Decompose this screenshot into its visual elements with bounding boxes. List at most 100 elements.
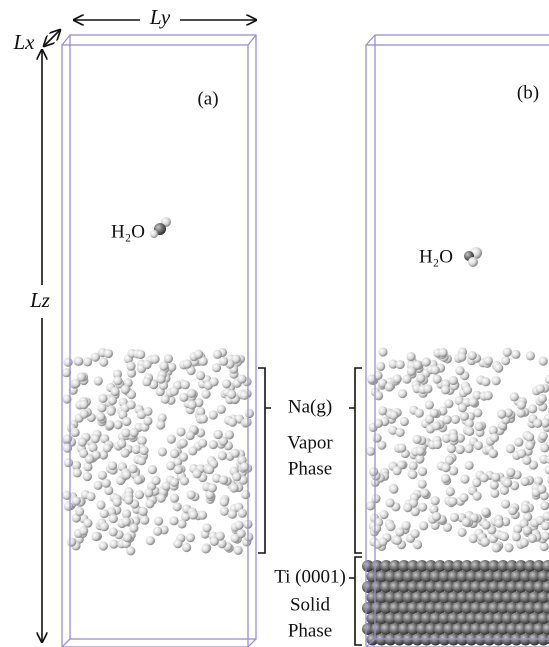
atom [91, 434, 100, 443]
atom [482, 520, 491, 529]
panel-label: (b) [517, 82, 539, 103]
atom [395, 527, 404, 536]
atom [406, 352, 415, 361]
atom [510, 392, 519, 401]
atom [129, 428, 138, 437]
atom [183, 359, 192, 368]
atom [186, 533, 195, 542]
species-label: Ti (0001) [274, 566, 346, 587]
atom [145, 499, 154, 508]
atom [209, 440, 218, 449]
atom [481, 537, 490, 546]
atom [228, 418, 237, 427]
ly-label: Ly [149, 5, 171, 29]
atom [179, 452, 188, 461]
atom [121, 385, 130, 394]
atom [457, 352, 466, 361]
atom [156, 375, 165, 384]
atom [67, 537, 76, 546]
atom [134, 475, 143, 484]
atom [412, 435, 421, 444]
atom [220, 507, 229, 516]
atom [492, 543, 501, 552]
atom [457, 528, 466, 537]
atom [521, 504, 530, 513]
atom [129, 524, 138, 533]
atom [64, 458, 73, 467]
atom [80, 409, 89, 418]
atom [79, 400, 88, 409]
atom [83, 357, 92, 366]
atom [194, 350, 203, 359]
atom [111, 387, 120, 396]
atom [379, 510, 388, 519]
atom [188, 446, 197, 455]
atom [156, 420, 165, 429]
atom [400, 417, 409, 426]
atom [397, 443, 406, 452]
atom [114, 420, 123, 429]
atom [475, 422, 484, 431]
atom [97, 403, 106, 412]
atom [525, 441, 534, 450]
atom [102, 479, 111, 488]
lz-label: Lz [29, 288, 50, 312]
atom [232, 472, 241, 481]
atom [229, 483, 238, 492]
atom [72, 496, 81, 505]
atom [139, 446, 148, 455]
atom [449, 376, 458, 385]
atom [151, 476, 160, 485]
atom [234, 521, 243, 530]
atom [492, 376, 501, 385]
atom [117, 439, 126, 448]
atom [212, 363, 221, 372]
lx-label: Lx [13, 30, 36, 54]
atom [202, 523, 211, 532]
atom [199, 414, 208, 423]
atom [389, 411, 398, 420]
atom [413, 360, 422, 369]
atom [540, 542, 549, 551]
atom [430, 409, 439, 418]
atom [154, 516, 163, 525]
atom [488, 449, 497, 458]
atom [465, 427, 474, 436]
atom [465, 461, 474, 470]
atom [198, 511, 207, 520]
atom [142, 360, 151, 369]
atom [408, 470, 417, 479]
atom [393, 536, 402, 545]
phase-label: Solid [290, 594, 331, 615]
atom [449, 433, 458, 442]
atom [158, 447, 167, 456]
atom [450, 513, 459, 522]
atom [201, 390, 210, 399]
atom [537, 485, 546, 494]
atom [94, 376, 103, 385]
atom [142, 377, 151, 386]
box-a [62, 35, 256, 647]
atom [64, 502, 73, 511]
atom [501, 356, 510, 365]
atom [210, 537, 219, 546]
atom [126, 546, 135, 555]
atom [490, 480, 499, 489]
atom [441, 463, 450, 472]
atom [209, 377, 218, 386]
atom [415, 454, 424, 463]
atom [182, 543, 191, 552]
atom [491, 473, 500, 482]
atom [123, 533, 132, 542]
atom [419, 521, 428, 530]
atom [192, 469, 201, 478]
atom [441, 474, 450, 483]
atom [544, 465, 549, 474]
atom [201, 544, 210, 553]
atom [71, 379, 80, 388]
atom [96, 412, 105, 421]
atom [157, 494, 166, 503]
atom [431, 365, 440, 374]
atom [73, 468, 82, 477]
atom [378, 537, 387, 546]
